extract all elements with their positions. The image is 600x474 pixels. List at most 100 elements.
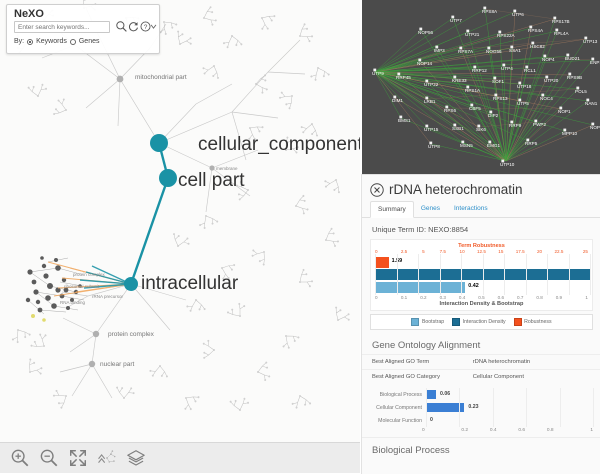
gene-label: POL5 (575, 89, 587, 94)
gene-node[interactable] (531, 41, 535, 45)
gene-node[interactable] (586, 98, 590, 102)
gene-node[interactable] (425, 96, 429, 100)
gene-node[interactable] (501, 159, 505, 163)
gene-node[interactable] (563, 128, 567, 132)
gene-node[interactable] (466, 29, 470, 33)
gene-node[interactable] (584, 36, 588, 40)
gene-node[interactable] (555, 28, 559, 32)
search-input[interactable] (14, 21, 110, 33)
radio-genes[interactable] (69, 38, 76, 45)
gene-node[interactable] (487, 46, 491, 50)
tree-node-membrane[interactable] (209, 165, 215, 171)
search-panel[interactable]: NeXO ? By: Keywords Genes (6, 4, 160, 54)
tree-label-mitochondrial-part: mitochondrial part (135, 74, 187, 81)
gene-node[interactable] (425, 79, 429, 83)
gene-node[interactable] (568, 72, 572, 76)
gene-node[interactable] (553, 16, 557, 20)
gene-node[interactable] (510, 45, 514, 49)
gene-node[interactable] (518, 81, 522, 85)
gene-node[interactable] (576, 86, 580, 90)
help-icon[interactable]: ? (139, 20, 152, 33)
tree-node-intracellular[interactable] (124, 277, 138, 291)
gene-node[interactable] (529, 25, 533, 29)
gene-node[interactable] (397, 72, 401, 76)
gene-node[interactable] (451, 15, 455, 19)
gene-node[interactable] (418, 58, 422, 62)
gene-node[interactable] (545, 75, 549, 79)
gene-node[interactable] (526, 138, 530, 142)
gene-node[interactable] (429, 141, 433, 145)
gene-node[interactable] (483, 6, 487, 10)
gene-node[interactable] (445, 105, 449, 109)
tree-node-mitochondrial-part[interactable] (116, 75, 124, 83)
zoom-out-icon[interactable] (39, 448, 59, 468)
gene-node[interactable] (425, 124, 429, 128)
gene-node[interactable] (591, 57, 595, 61)
gene-node[interactable] (461, 140, 465, 144)
tree-node-cell-part[interactable] (159, 169, 177, 187)
search-by-row[interactable]: By: Keywords Genes (14, 38, 99, 45)
gene-node[interactable] (543, 54, 547, 58)
gene-node[interactable] (489, 110, 493, 114)
gene-node[interactable] (473, 65, 477, 69)
gene-node[interactable] (459, 46, 463, 50)
info-tabs[interactable]: Summary Genes Interactions (362, 201, 600, 218)
tree-node-protein-complex[interactable] (92, 330, 100, 338)
gene-node[interactable] (510, 120, 514, 124)
gene-node[interactable] (541, 93, 545, 97)
tab-genes[interactable]: Genes (420, 205, 440, 212)
gene-node[interactable] (502, 63, 506, 67)
gene-node[interactable] (373, 68, 377, 72)
gene-node[interactable] (518, 98, 522, 102)
gene-node[interactable] (498, 30, 502, 34)
term-info-panel[interactable]: rDNA heterochromatin Summary Genes Inter… (361, 174, 600, 474)
ontology-tree-graphic[interactable]: cellular_component cell part intracellul… (0, 0, 360, 473)
tab-summary[interactable]: Summary (370, 201, 414, 218)
tree-toolbar[interactable] (0, 442, 360, 473)
gene-node[interactable] (559, 106, 563, 110)
chevron-down-icon[interactable] (149, 20, 158, 33)
tree-node-cellular-component[interactable] (150, 134, 168, 152)
refresh-icon[interactable] (127, 20, 140, 33)
tree-label-rrna-precursor: rRNA precursor (92, 294, 124, 299)
ontology-tree-panel[interactable]: cellular_component cell part intracellul… (0, 0, 360, 473)
tab-interactions[interactable]: Interactions (453, 205, 488, 212)
gene-node[interactable] (591, 122, 595, 126)
go-alignment-title: Gene Ontology Alignment (372, 340, 481, 351)
gene-label: RRP12 (472, 68, 487, 73)
gene-node[interactable] (513, 9, 517, 13)
value-best-aligned-go-category: Cellular Component (472, 374, 524, 380)
legend-label-bootstrap: Bootstrap (421, 319, 445, 325)
legend-item-interaction-density: Interaction Density (452, 318, 506, 326)
gene-label: RRP45 (396, 75, 411, 80)
gene-node[interactable] (493, 76, 497, 80)
gene-node[interactable] (453, 75, 457, 79)
gene-node[interactable] (466, 85, 470, 89)
search-icon[interactable] (115, 20, 128, 33)
gene-label: SSA1 (509, 48, 521, 53)
unique-term-id: Unique Term ID: NEXO:8854 (372, 225, 469, 234)
gene-node[interactable] (566, 53, 570, 57)
collapse-tree-icon[interactable] (97, 448, 117, 468)
gene-node[interactable] (488, 140, 492, 144)
gene-node[interactable] (477, 124, 481, 128)
fit-screen-icon[interactable] (68, 448, 88, 468)
gene-node[interactable] (534, 119, 538, 123)
gene-node[interactable] (435, 45, 439, 49)
gene-node[interactable] (399, 115, 403, 119)
radio-keywords[interactable] (27, 38, 34, 45)
gene-node[interactable] (393, 95, 397, 99)
gene-node[interactable] (494, 93, 498, 97)
close-icon[interactable] (370, 182, 384, 197)
gene-network-graphic[interactable]: UTP9 NOP56 UTP7 RPS8A UTP6 RPS17B UTP21 RPS22A R… (362, 0, 600, 174)
gene-node[interactable] (525, 65, 529, 69)
gene-node[interactable] (453, 123, 457, 127)
gene-label: UTP18 (517, 84, 532, 89)
gene-node[interactable] (419, 27, 423, 31)
gene-network-panel[interactable]: UTP9 NOP56 UTP7 RPS8A UTP6 RPS17B UTP21 RPS22A R… (361, 0, 600, 174)
zoom-in-icon[interactable] (10, 448, 30, 468)
gene-label: KRE33 (452, 78, 467, 83)
tree-node-nuclear-part[interactable] (88, 360, 96, 368)
gene-node[interactable] (470, 103, 474, 107)
layers-icon[interactable] (126, 448, 146, 468)
